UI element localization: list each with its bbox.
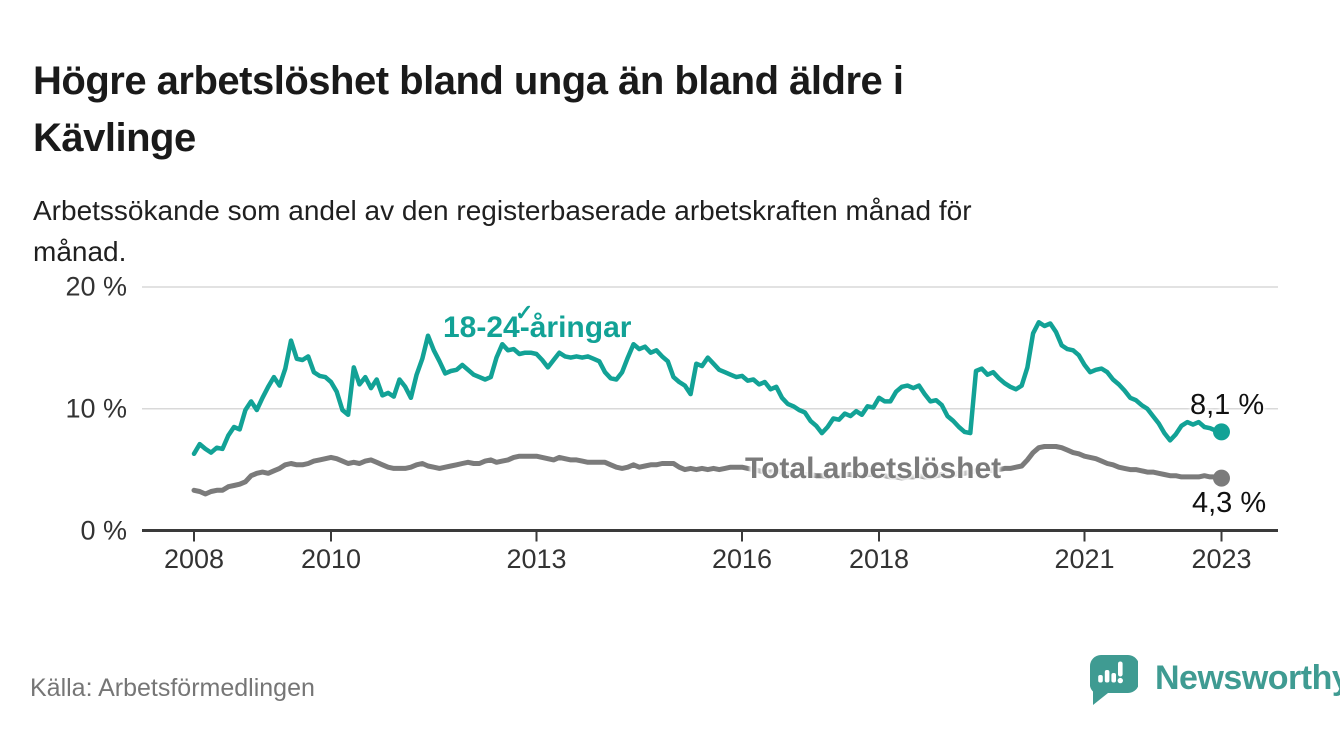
subtitle-line-2: månad. [33, 236, 127, 267]
series-line-1 [191, 444, 1224, 497]
page-title: Högre arbetslöshet bland unga än bland ä… [33, 53, 1313, 167]
title-line-1: Högre arbetslöshet bland unga än bland ä… [33, 58, 904, 103]
y-tick-label: 0 % [80, 515, 127, 545]
series-end-dot-0 [1213, 423, 1230, 441]
x-tick-label: 2016 [711, 544, 773, 574]
end-value-label-total: 4,3 % [1192, 487, 1267, 519]
subtitle-line-1: Arbetssökande som andel av den registerb… [33, 195, 972, 226]
newsworthy-logo: Newsworthy [1090, 654, 1340, 706]
checkmark-annotation: ✓ [515, 300, 534, 325]
y-tick-label: 20 % [65, 271, 127, 302]
title-line-2: Kävlinge [33, 115, 196, 160]
x-tick-label: 2010 [300, 544, 362, 574]
newsworthy-logo-text: Newsworthy [1155, 659, 1340, 697]
x-tick-label: 2013 [506, 544, 567, 574]
end-value-label-18-24: 8,1 % [1190, 389, 1265, 421]
y-tick-label: 10 % [65, 393, 127, 424]
speech-bubble-bar-chart-icon [1090, 655, 1138, 705]
page-subtitle: Arbetssökande som andel av den registerb… [33, 190, 1313, 272]
series-label-18-24: 18-24-åringar [443, 311, 632, 344]
x-tick-label: 2023 [1191, 544, 1252, 574]
x-tick-label: 2008 [163, 544, 225, 574]
x-tick-label: 2018 [848, 544, 910, 574]
source-credit: Källa: Arbetsförmedlingen [30, 674, 315, 702]
x-tick-label: 2021 [1054, 544, 1115, 574]
series-line-0 [191, 320, 1224, 457]
series-label-total: Total arbetslöshet [745, 452, 1002, 485]
series-end-dot-1 [1213, 469, 1230, 487]
